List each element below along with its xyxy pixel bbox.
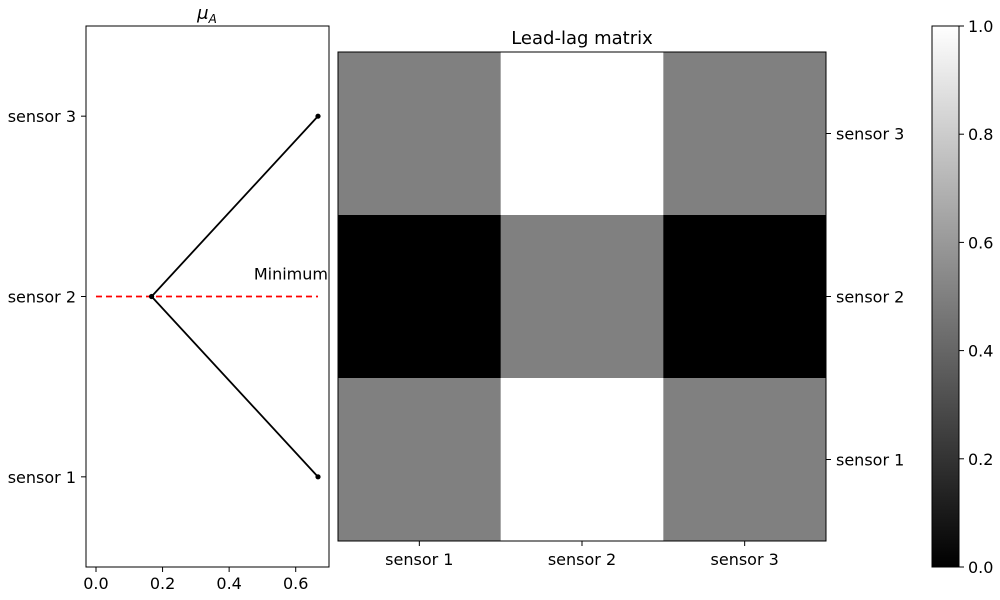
heatmap-cell xyxy=(338,378,502,542)
heatmap-cell xyxy=(338,215,502,379)
colorbar-axis: 0.0 0.2 0.4 0.6 0.8 1.0 xyxy=(959,17,993,577)
colorbar-frame xyxy=(931,25,960,568)
heatmap-cell xyxy=(663,52,827,216)
heatmap-cell xyxy=(338,52,502,216)
colorbar-tick-label: 0.0 xyxy=(968,558,993,577)
mu-a-title-subscript: A xyxy=(208,12,217,26)
colorbar-tick-label: 0.4 xyxy=(968,342,993,361)
heatmap-cell xyxy=(500,52,664,216)
heatmap-cell xyxy=(500,215,664,379)
mu-a-point-1 xyxy=(315,474,321,480)
lead-lag-chart: Lead-lag matrix sensor 1 sensor 2 sensor 3… xyxy=(337,28,904,569)
lead-lag-x-axis: sensor 1 sensor 2 sensor 3 xyxy=(385,541,779,569)
lead-lag-y-axis: sensor 1 sensor 2 sensor 3 xyxy=(826,125,904,470)
colorbar-tick-label: 0.8 xyxy=(968,125,993,144)
colorbar-gradient xyxy=(932,26,959,567)
mu-a-x-tick-label: 0.4 xyxy=(216,574,241,593)
mu-a-plot-area: Minimum xyxy=(95,113,328,480)
lead-lag-x-tick-label: sensor 3 xyxy=(711,550,779,569)
heatmap-cell xyxy=(663,378,827,542)
lead-lag-y-tick-label: sensor 3 xyxy=(836,125,904,144)
heatmap-cell xyxy=(663,215,827,379)
mu-a-x-tick-label: 0.0 xyxy=(83,574,108,593)
mu-a-x-tick-label: 0.6 xyxy=(283,574,308,593)
heatmap-cell xyxy=(500,378,664,542)
colorbar-tick-label: 0.6 xyxy=(968,233,993,252)
mu-a-point-3 xyxy=(315,113,321,119)
lead-lag-x-tick-label: sensor 2 xyxy=(548,550,616,569)
mu-a-title: μA xyxy=(196,3,217,26)
mu-a-x-tick-label: 0.2 xyxy=(150,574,175,593)
lead-lag-axes-frame xyxy=(337,51,827,542)
mu-a-x-axis: 0.0 0.2 0.4 0.6 xyxy=(83,567,308,593)
mu-a-chart: μA Minimum 0.0 0.2 0.4 0.6 sensor 1 sensor 2… xyxy=(8,3,330,593)
mu-a-axes-frame xyxy=(85,25,330,568)
colorbar: 0.0 0.2 0.4 0.6 0.8 1.0 xyxy=(931,17,993,577)
mu-a-y-tick-label: sensor 1 xyxy=(8,468,76,487)
minimum-annotation: Minimum xyxy=(254,265,328,284)
colorbar-tick-label: 1.0 xyxy=(968,17,993,36)
lead-lag-title: Lead-lag matrix xyxy=(511,28,653,49)
mu-a-y-axis: sensor 1 sensor 2 sensor 3 xyxy=(8,107,86,487)
mu-a-title-main: μ xyxy=(196,3,208,24)
lead-lag-x-tick-label: sensor 1 xyxy=(385,550,453,569)
lead-lag-y-tick-label: sensor 1 xyxy=(836,451,904,470)
lead-lag-y-tick-label: sensor 2 xyxy=(836,288,904,307)
mu-a-y-tick-label: sensor 2 xyxy=(8,288,76,307)
colorbar-tick-label: 0.2 xyxy=(968,450,993,469)
mu-a-point-2 xyxy=(148,293,155,300)
mu-a-y-tick-label: sensor 3 xyxy=(8,107,76,126)
lead-lag-cells xyxy=(338,52,827,542)
